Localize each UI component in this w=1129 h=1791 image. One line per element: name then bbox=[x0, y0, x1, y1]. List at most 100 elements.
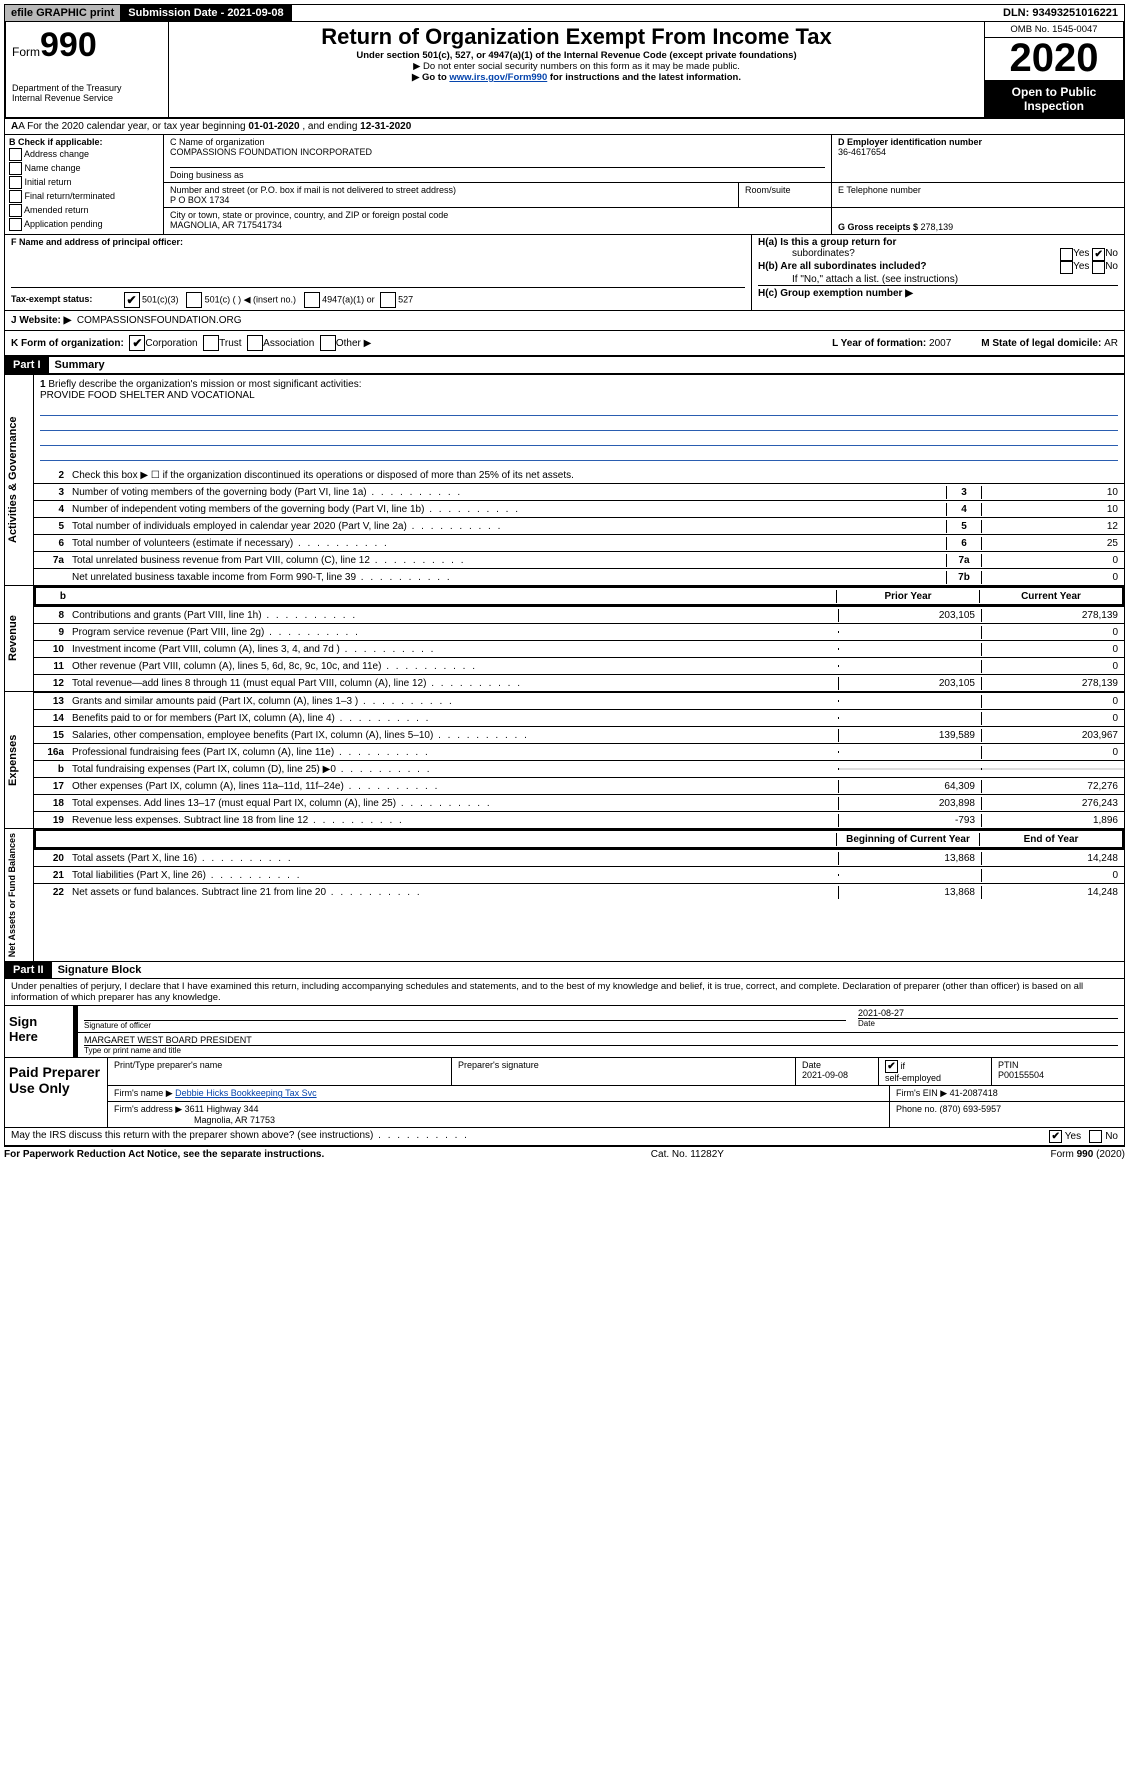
city-label: City or town, state or province, country… bbox=[170, 210, 825, 220]
ein-value: 36-4617654 bbox=[838, 147, 1118, 157]
part1-header: Part I bbox=[5, 357, 49, 373]
city-value: MAGNOLIA, AR 717541734 bbox=[170, 220, 825, 230]
row-j-website: J Website: ▶ COMPASSIONSFOUNDATION.ORG bbox=[4, 311, 1125, 331]
type-name-label: Type or print name and title bbox=[84, 1045, 1118, 1055]
discuss-yes[interactable] bbox=[1049, 1130, 1062, 1143]
vtab-expenses: Expenses bbox=[5, 692, 34, 828]
submission-date: Submission Date - 2021-09-08 bbox=[120, 5, 291, 21]
fh-block: F Name and address of principal officer:… bbox=[4, 235, 1125, 311]
dba-label: Doing business as bbox=[170, 167, 825, 180]
firm-ein: 41-2087418 bbox=[950, 1088, 998, 1098]
form-header: Form990 Department of the Treasury Inter… bbox=[4, 22, 1125, 119]
chk-final-return[interactable]: Final return/terminated bbox=[9, 190, 159, 203]
c-label: C Name of organization bbox=[170, 137, 825, 147]
sign-here: Sign Here bbox=[5, 1006, 74, 1057]
e-label: E Telephone number bbox=[838, 185, 1118, 195]
chk-501c[interactable] bbox=[186, 292, 202, 308]
chk-pending[interactable]: Application pending bbox=[9, 218, 159, 231]
chk-amended[interactable]: Amended return bbox=[9, 204, 159, 217]
row-k-formorg: K Form of organization: Corporation Trus… bbox=[4, 331, 1125, 356]
subtitle-1: Under section 501(c), 527, or 4947(a)(1)… bbox=[175, 50, 978, 61]
col-b-checkboxes: B Check if applicable: Address change Na… bbox=[5, 135, 164, 234]
discuss-row: May the IRS discuss this return with the… bbox=[4, 1128, 1125, 1146]
addr-value: P O BOX 1734 bbox=[170, 195, 732, 205]
firm-name[interactable]: Debbie Hicks Bookkeeping Tax Svc bbox=[175, 1088, 316, 1098]
dln: DLN: 93493251016221 bbox=[997, 5, 1124, 21]
footer-left: For Paperwork Reduction Act Notice, see … bbox=[4, 1149, 324, 1160]
chk-name-change[interactable]: Name change bbox=[9, 162, 159, 175]
hb-note: If "No," attach a list. (see instruction… bbox=[758, 274, 1118, 285]
self-employed: ifself-employed bbox=[879, 1058, 992, 1085]
row-a-tax-year: AA For the 2020 calendar year, or tax ye… bbox=[4, 119, 1125, 135]
subtitle-2: ▶ Do not enter social security numbers o… bbox=[175, 61, 978, 72]
firm-addr2: Magnolia, AR 71753 bbox=[114, 1115, 275, 1125]
org-name: COMPASSIONS FOUNDATION INCORPORATED bbox=[170, 147, 825, 157]
chk-trust[interactable] bbox=[203, 335, 219, 351]
form-number: Form990 bbox=[12, 26, 162, 65]
part1-title: Summary bbox=[49, 357, 111, 373]
hb-no[interactable] bbox=[1092, 261, 1105, 274]
open-inspection: Open to Public Inspection bbox=[985, 81, 1123, 117]
row-i-taxstatus: Tax-exempt status: 501(c)(3) 501(c) ( ) … bbox=[11, 287, 745, 308]
net-block: Net Assets or Fund Balances Beginning of… bbox=[4, 829, 1125, 962]
summary-table: Activities & Governance 1 Briefly descri… bbox=[4, 374, 1125, 586]
irs-link[interactable]: www.irs.gov/Form990 bbox=[449, 72, 547, 83]
top-bar: efile GRAPHIC print Submission Date - 20… bbox=[4, 4, 1125, 22]
q1: Briefly describe the organization's miss… bbox=[48, 379, 361, 390]
subtitle-3: ▶ Go to www.irs.gov/Form990 for instruct… bbox=[175, 72, 978, 83]
footer-right: Form 990 (2020) bbox=[1051, 1149, 1125, 1160]
ha-no[interactable] bbox=[1092, 248, 1105, 261]
paid-preparer-label: Paid Preparer Use Only bbox=[5, 1058, 108, 1127]
chk-initial-return[interactable]: Initial return bbox=[9, 176, 159, 189]
preparer-block: Paid Preparer Use Only Print/Type prepar… bbox=[4, 1058, 1125, 1128]
chk-527[interactable] bbox=[380, 292, 396, 308]
col-begin: Beginning of Current Year bbox=[836, 833, 979, 846]
footer-mid: Cat. No. 11282Y bbox=[324, 1149, 1050, 1160]
q2: Check this box ▶ ☐ if the organization d… bbox=[68, 469, 1124, 482]
tax-year: 2020 bbox=[985, 38, 1123, 81]
chk-501c3[interactable] bbox=[124, 292, 140, 308]
penalty-text: Under penalties of perjury, I declare th… bbox=[5, 979, 1124, 1005]
room-suite: Room/suite bbox=[739, 183, 832, 207]
part2-title: Signature Block bbox=[52, 962, 148, 978]
part2-header: Part II bbox=[5, 962, 52, 978]
f-label: F Name and address of principal officer: bbox=[11, 237, 745, 247]
dept-label: Department of the Treasury bbox=[12, 83, 162, 93]
exp-block: Expenses 13Grants and similar amounts pa… bbox=[4, 692, 1125, 829]
hb-yes[interactable] bbox=[1060, 261, 1073, 274]
addr-label: Number and street (or P.O. box if mail i… bbox=[170, 185, 732, 195]
ha-line: H(a) Is this a group return for bbox=[758, 237, 1118, 248]
sig-officer-label: Signature of officer bbox=[84, 1020, 846, 1030]
hc-label: H(c) Group exemption number ▶ bbox=[758, 288, 913, 299]
prep-date: 2021-09-08 bbox=[802, 1070, 848, 1080]
g-label: G Gross receipts $ bbox=[838, 222, 921, 232]
form-title: Return of Organization Exempt From Incom… bbox=[175, 24, 978, 50]
vtab-activities: Activities & Governance bbox=[5, 375, 34, 585]
mission-text: PROVIDE FOOD SHELTER AND VOCATIONAL bbox=[40, 390, 255, 401]
vtab-netassets: Net Assets or Fund Balances bbox=[5, 829, 34, 961]
chk-other[interactable] bbox=[320, 335, 336, 351]
signature-block: Under penalties of perjury, I declare th… bbox=[4, 979, 1125, 1058]
firm-phone: (870) 693-5957 bbox=[940, 1104, 1002, 1114]
chk-corp[interactable] bbox=[129, 335, 145, 351]
chk-assoc[interactable] bbox=[247, 335, 263, 351]
discuss-no[interactable] bbox=[1089, 1130, 1102, 1143]
year-formation: 2007 bbox=[929, 338, 951, 349]
g-value: 278,139 bbox=[921, 222, 954, 232]
state-domicile: AR bbox=[1104, 338, 1118, 349]
col-prior: Prior Year bbox=[836, 590, 979, 603]
chk-address-change[interactable]: Address change bbox=[9, 148, 159, 161]
col-end: End of Year bbox=[979, 833, 1122, 846]
efile-label[interactable]: efile GRAPHIC print bbox=[5, 5, 120, 21]
irs-label: Internal Revenue Service bbox=[12, 93, 162, 103]
date-label: Date bbox=[858, 1018, 1118, 1028]
chk-4947[interactable] bbox=[304, 292, 320, 308]
col-current: Current Year bbox=[979, 590, 1122, 603]
ha-yes[interactable] bbox=[1060, 248, 1073, 261]
website-value: COMPASSIONSFOUNDATION.ORG bbox=[77, 315, 242, 326]
firm-addr1: 3611 Highway 344 bbox=[185, 1104, 259, 1114]
officer-name: MARGARET WEST BOARD PRESIDENT bbox=[84, 1035, 1118, 1045]
footer: For Paperwork Reduction Act Notice, see … bbox=[4, 1146, 1125, 1162]
identity-block: B Check if applicable: Address change Na… bbox=[4, 135, 1125, 235]
vtab-revenue: Revenue bbox=[5, 586, 34, 691]
